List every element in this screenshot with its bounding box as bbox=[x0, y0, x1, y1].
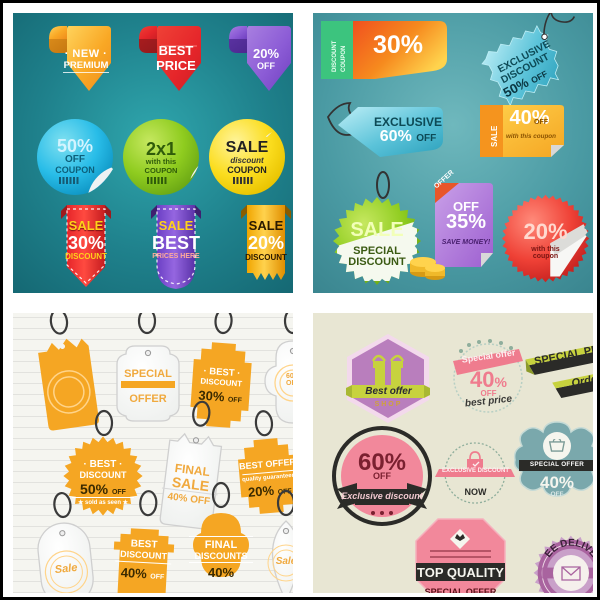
svg-text:FREE DELIVERY: FREE DELIVERY bbox=[526, 528, 593, 560]
